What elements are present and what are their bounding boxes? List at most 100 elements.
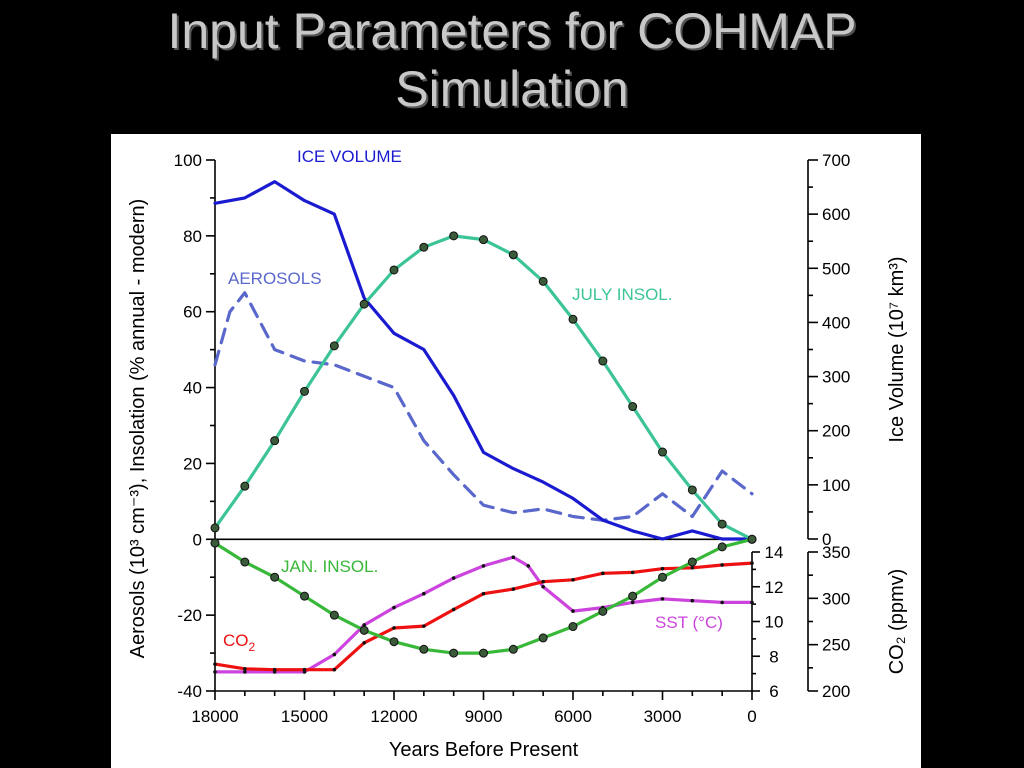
left-axis-tick-label: 0: [193, 530, 202, 549]
series-marker-jan-insol: [598, 606, 608, 616]
series-marker-jan-insol: [628, 591, 638, 601]
series-label-jan-insol: JAN. INSOL.: [281, 557, 378, 576]
series-marker-jan-insol: [270, 572, 280, 582]
co2-axis-tick-label: 250: [822, 636, 850, 655]
ice-axis-tick-label: 100: [822, 476, 850, 495]
series-marker-jan-insol: [747, 534, 757, 544]
ice-axis-tick-label: 600: [822, 205, 850, 224]
series-marker-july-insol: [419, 242, 429, 252]
series-marker-july-insol: [359, 299, 369, 309]
sst-axis-tick-label: 14: [765, 543, 784, 562]
ice-axis-tick-label: 200: [822, 422, 850, 441]
series-marker-sst-c: [750, 600, 754, 605]
series-marker-co2: [362, 641, 366, 645]
series-marker-sst-c: [526, 564, 531, 568]
series-marker-jan-insol: [568, 622, 578, 632]
ice-axis-tick-label: 300: [822, 368, 850, 387]
series-marker-co2: [541, 579, 545, 584]
series-marker-co2: [660, 566, 665, 571]
series-marker-jan-insol: [508, 644, 518, 654]
series-marker-july-insol: [658, 447, 667, 457]
ice-axis-tick-label: 400: [822, 313, 850, 332]
series-marker-sst-c: [243, 670, 247, 674]
left-axis-tick-label: 100: [174, 151, 202, 170]
series-marker-jan-insol: [329, 610, 339, 620]
series-marker-sst-c: [541, 584, 545, 589]
left-axis-tick-label: 80: [183, 227, 202, 246]
x-axis-tick-label: 12000: [370, 707, 417, 726]
sst-axis-tick-label: 12: [765, 578, 784, 597]
series-marker-sst-c: [511, 555, 516, 560]
series-marker-jan-insol: [538, 633, 548, 643]
series-marker-co2: [422, 624, 426, 628]
series-marker-sst-c: [660, 597, 665, 601]
sst-axis-tick-label: 10: [765, 613, 784, 632]
x-axis-tick-label: 3000: [644, 707, 682, 726]
series-marker-sst-c: [332, 652, 337, 657]
series-marker-co2: [571, 578, 575, 582]
series-marker-sst-c: [630, 600, 635, 605]
ice-axis-tick-label: 0: [822, 530, 831, 549]
series-marker-jan-insol: [359, 625, 369, 635]
series-marker-co2: [392, 626, 396, 630]
slide-title: Input Parameters for COHMAP Simulation: [0, 2, 1024, 118]
series-marker-july-insol: [538, 276, 548, 286]
left-axis-tick-label: 40: [183, 379, 202, 398]
series-marker-jan-insol: [449, 648, 459, 658]
series-marker-sst-c: [362, 623, 366, 627]
series-label-co2-sub: 2: [249, 640, 256, 654]
series-marker-sst-c: [451, 576, 456, 580]
series-marker-co2: [690, 565, 695, 570]
series-marker-co2: [451, 607, 456, 612]
left-axis-tick-label: -20: [177, 606, 202, 625]
series-marker-july-insol: [508, 250, 518, 260]
series-label-co2: CO2: [223, 631, 256, 654]
series-marker-july-insol: [628, 402, 638, 412]
series-marker-sst-c: [720, 600, 724, 605]
series-marker-july-insol: [687, 485, 697, 495]
series-marker-jan-insol: [687, 557, 697, 567]
series-marker-co2: [243, 666, 247, 671]
series-label-july-insol: JULY INSOL.: [572, 285, 672, 304]
series-marker-jan-insol: [210, 538, 220, 548]
series-marker-july-insol: [210, 523, 220, 533]
series-marker-july-insol: [329, 341, 339, 351]
series-marker-co2: [332, 667, 337, 672]
series-marker-july-insol: [449, 231, 459, 241]
series-marker-co2: [481, 591, 486, 596]
left-axis-label: Aerosols (10³ cm⁻³), Insolation (% annua…: [127, 199, 149, 659]
left-axis-tick-label: -40: [177, 682, 202, 701]
series-marker-co2: [511, 587, 516, 591]
series-marker-jan-insol: [717, 542, 727, 552]
series-marker-sst-c: [392, 605, 396, 610]
x-axis-tick-label: 9000: [465, 707, 503, 726]
sst-axis-tick-label: 8: [769, 647, 778, 666]
series-marker-july-insol: [270, 436, 280, 446]
series-marker-jan-insol: [479, 648, 488, 658]
sst-axis-tick-label: 6: [769, 682, 778, 701]
series-marker-sst-c: [690, 598, 695, 603]
ice-axis-tick-label: 700: [822, 151, 850, 170]
series-marker-jan-insol: [389, 637, 399, 647]
slide-title-line-2: Simulation: [395, 61, 629, 117]
series-marker-jan-insol: [658, 572, 667, 582]
series-marker-sst-c: [422, 591, 426, 596]
series-marker-july-insol: [389, 265, 399, 275]
series-label-co2-main: CO: [223, 631, 249, 650]
left-axis-tick-label: 60: [183, 303, 202, 322]
x-axis-tick-label: 0: [747, 707, 756, 726]
series-marker-sst-c: [213, 670, 217, 674]
series-marker-co2: [630, 570, 635, 575]
series-label-sst: SST (°C): [655, 613, 723, 632]
series-marker-jan-insol: [300, 591, 309, 601]
series-line-ice-volume: [213, 180, 754, 541]
series-marker-co2: [750, 561, 754, 565]
x-axis-tick-label: 18000: [191, 707, 238, 726]
series-marker-co2: [601, 571, 605, 576]
series-marker-jan-insol: [240, 557, 250, 567]
series-marker-sst-c: [481, 564, 486, 568]
left-axis-tick-label: 20: [183, 454, 202, 473]
series-marker-july-insol: [717, 519, 727, 529]
series-marker-july-insol: [300, 386, 309, 396]
